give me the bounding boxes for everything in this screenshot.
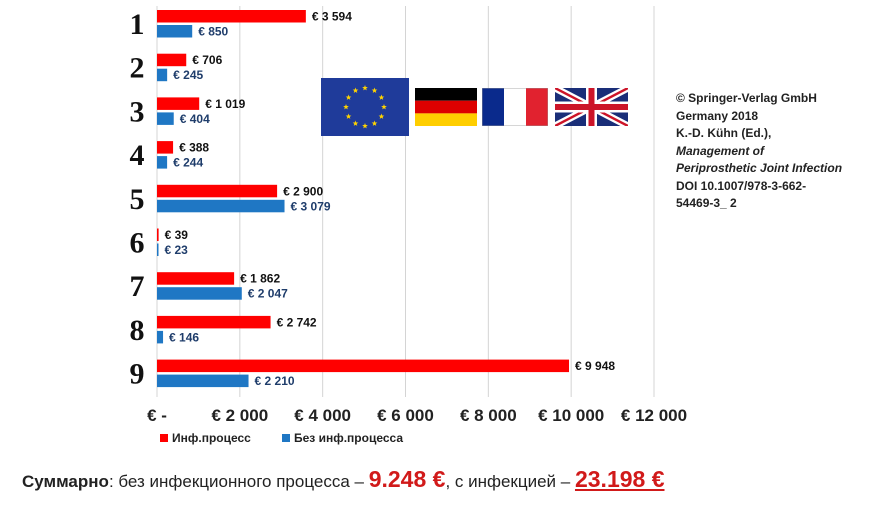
x-tick-label: € -: [147, 406, 167, 425]
x-tick-label: € 10 000: [538, 406, 604, 425]
category-label: 3: [130, 95, 145, 128]
credit-line-1: © Springer-Verlag GmbH: [676, 91, 817, 105]
data-label: € 3 079: [291, 199, 331, 213]
uk-flag-icon: [555, 88, 628, 126]
france-flag-icon: [482, 88, 548, 126]
bar: [157, 330, 164, 344]
eu-star: [352, 120, 359, 126]
eu-star: [345, 94, 352, 100]
bar: [157, 199, 285, 213]
eu-star: [371, 87, 378, 93]
data-label: € 1 862: [240, 272, 280, 286]
eu-star: [345, 113, 352, 119]
bar: [157, 228, 159, 241]
bar: [157, 243, 159, 256]
data-label: € 388: [179, 141, 209, 155]
summary-line: Суммарно: без инфекционного процесса – 9…: [22, 466, 665, 493]
data-label: € 850: [198, 25, 228, 39]
x-tick-label: € 6 000: [377, 406, 434, 425]
bar: [157, 272, 235, 285]
data-label: € 2 047: [248, 287, 288, 301]
category-label: 4: [130, 139, 145, 172]
credit-line-6: DOI 10.1007/978-3-662-: [676, 178, 807, 193]
category-label: 7: [130, 270, 145, 303]
bar: [157, 112, 174, 125]
bar: [157, 156, 168, 169]
credit-line-3: K.-D. Kühn (Ed.),: [676, 126, 772, 140]
eu-star: [378, 113, 385, 119]
bar: [157, 10, 306, 23]
credit-line-7: 54469-3_ 2: [676, 196, 737, 210]
bar: [157, 53, 187, 67]
eu-flag-icon: [321, 78, 409, 136]
germany-flag-icon: [415, 88, 477, 126]
summary-text-2: , с инфекцией –: [445, 472, 575, 491]
category-label: 2: [130, 52, 145, 85]
legend-label: Инф.процесс: [172, 431, 251, 445]
credit-line-5: Periprosthetic Joint Infection: [676, 161, 843, 175]
bar: [157, 287, 242, 300]
data-label: € 2 742: [277, 315, 317, 329]
x-tick-label: € 8 000: [460, 406, 517, 425]
data-label: € 404: [180, 112, 210, 126]
category-label: 9: [130, 358, 145, 391]
copyright-credit: © Springer-Verlag GmbH Germany 2018 K.-D…: [676, 90, 871, 213]
data-label: € 706: [192, 53, 222, 67]
x-tick-label: € 4 000: [294, 406, 351, 425]
category-label: 6: [130, 227, 145, 260]
eu-star: [381, 104, 387, 110]
data-label: € 3 594: [312, 10, 352, 24]
data-label: € 2 210: [255, 374, 295, 388]
data-label: € 9 948: [575, 359, 615, 373]
data-label: € 244: [173, 156, 203, 170]
category-label: 1: [130, 8, 145, 41]
bar: [157, 374, 249, 388]
data-label: € 146: [169, 330, 199, 344]
legend-swatch: [282, 434, 290, 442]
legend-swatch: [160, 434, 168, 442]
bar: [157, 359, 570, 373]
eu-star: [371, 120, 378, 126]
bar: [157, 184, 278, 198]
bar: [157, 141, 174, 154]
summary-value-with-infection: 23.198 €: [574, 466, 665, 492]
legend-label: Без инф.процесса: [294, 431, 403, 445]
data-label: € 1 019: [205, 97, 245, 111]
data-label: € 245: [173, 68, 203, 82]
summary-value-without-infection: 9.248 €: [368, 466, 446, 492]
eu-star: [378, 94, 385, 100]
data-label: € 39: [165, 228, 189, 242]
x-tick-label: € 12 000: [621, 406, 687, 425]
bar: [157, 68, 168, 82]
x-tick-label: € 2 000: [211, 406, 268, 425]
data-label: € 2 900: [283, 184, 323, 198]
eu-star: [343, 104, 349, 110]
eu-star: [362, 85, 368, 91]
credit-line-4: Management of: [676, 143, 765, 158]
data-label: € 23: [165, 243, 189, 257]
credit-line-2: Germany 2018: [676, 108, 759, 123]
eu-star: [352, 87, 359, 93]
bar: [157, 97, 200, 110]
bar: [157, 315, 271, 329]
summary-text-1: : без инфекционного процесса –: [108, 472, 369, 491]
summary-label: Суммарно: [22, 472, 109, 491]
bar: [157, 25, 193, 38]
category-label: 8: [130, 314, 145, 347]
eu-star: [362, 123, 368, 129]
category-label: 5: [130, 183, 145, 216]
